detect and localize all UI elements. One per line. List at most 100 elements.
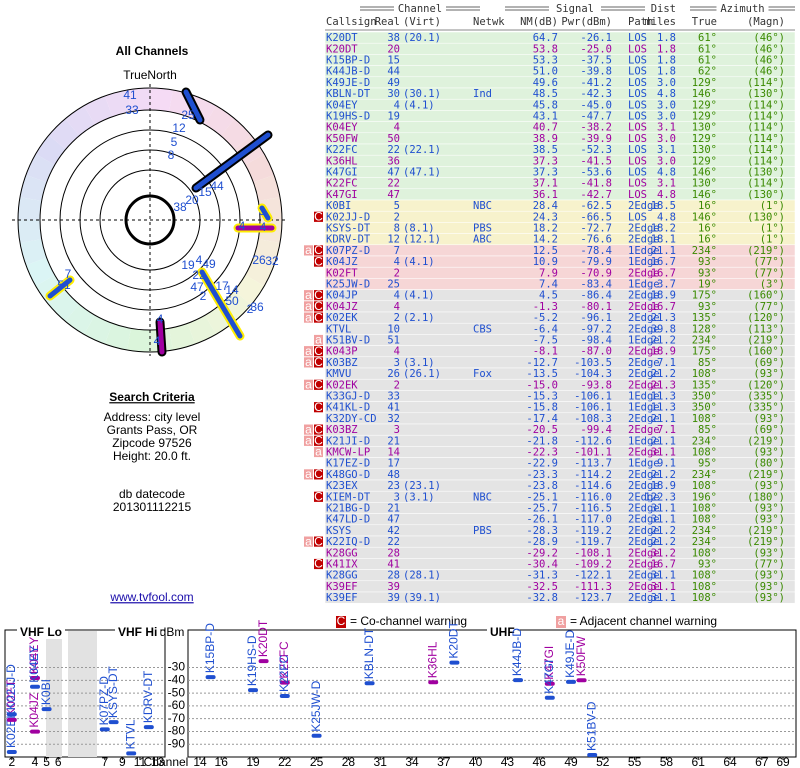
datecode-label: db datecode: [119, 487, 185, 501]
table-cell: 234°: [692, 536, 717, 548]
table-cell: 26: [387, 368, 400, 380]
panel-title: VHF Hi: [118, 625, 157, 639]
warning-icon: [304, 346, 313, 357]
table-cell: 33: [387, 391, 400, 403]
table-cell: 21.2: [651, 335, 676, 347]
table-cell: (130°): [747, 167, 785, 179]
radar-label: 4: [260, 220, 267, 234]
table-cell: -72.7: [580, 223, 612, 235]
table-cell: 1Edge: [628, 458, 660, 470]
table-cell: 3: [394, 424, 400, 436]
table-cell: (93°): [753, 503, 785, 515]
table-cell: -42.7: [580, 189, 612, 201]
warning-symbol: a: [305, 422, 312, 436]
table-cell: -103.5: [574, 357, 612, 369]
warning-icon: [314, 491, 323, 502]
warning-symbol: a: [305, 243, 312, 257]
table-cell: 4.8: [657, 88, 676, 100]
table-cell: (180°): [747, 491, 785, 503]
table-cell: 15: [387, 55, 400, 67]
table-cell: K20DT: [326, 43, 358, 55]
marker-label: K25JW-D: [309, 680, 323, 731]
table-cell: 21.2: [651, 368, 676, 380]
table-cell: -106.1: [574, 402, 612, 414]
table-cell: -26.1: [526, 514, 558, 526]
table-cell: -31.3: [526, 570, 558, 582]
signal-marker: [248, 688, 258, 693]
table-cell: K02EK: [326, 379, 358, 391]
table-cell: 16.7: [651, 256, 676, 268]
table-cell: LOS: [628, 122, 647, 134]
table-cell: 3.0: [657, 77, 676, 89]
warning-symbol: C: [314, 433, 323, 447]
radar-ring-segment: [20, 174, 47, 201]
table-cell: -15.0: [526, 379, 558, 391]
signal-marker: [6, 717, 17, 722]
table-cell: 16°: [698, 234, 717, 246]
warning-icon: [314, 290, 323, 301]
table-cell: -28.9: [526, 536, 558, 548]
table-cell: K47GI: [326, 189, 358, 201]
radar-ring-segment: [253, 174, 280, 201]
x-axis-label: Channel: [144, 755, 189, 768]
warning-symbol: C: [314, 489, 323, 503]
table-cell: 21.2: [651, 536, 676, 548]
warning-symbol: a: [305, 344, 312, 358]
table-cell: 146°: [692, 88, 717, 100]
table-cell: (335°): [747, 391, 785, 403]
x-tick-label: 6: [55, 755, 62, 768]
warning-symbol: C: [314, 344, 323, 358]
table-cell: -25.0: [580, 43, 612, 55]
warning-symbol: C: [314, 534, 323, 548]
table-cell: (93°): [753, 547, 785, 559]
table-cell: 2Edge: [628, 424, 660, 436]
radar-bar: [199, 269, 243, 339]
table-cell: -122.1: [574, 570, 612, 582]
table-cell: 14: [387, 447, 400, 459]
y-tick-label: -70: [168, 711, 186, 725]
table-cell: 5: [394, 200, 400, 212]
table-cell: 2Edge: [628, 223, 660, 235]
table-cell: 93°: [698, 267, 717, 279]
signal-marker: [279, 694, 290, 699]
column-header: True: [692, 16, 717, 28]
table-cell: 37.3: [533, 155, 558, 167]
table-cell: -39.9: [580, 133, 612, 145]
signal-marker: [544, 681, 555, 686]
signal-marker: [544, 695, 555, 700]
warning-icon: [304, 290, 313, 301]
site-link[interactable]: www.tvfool.com: [109, 590, 193, 604]
table-cell: -62.5: [580, 200, 612, 212]
table-cell: 7.4: [539, 279, 558, 291]
table-cell: 25: [387, 279, 400, 291]
table-cell: 108°: [692, 514, 717, 526]
table-cell: LOS: [628, 43, 647, 55]
signal-marker: [279, 680, 290, 685]
table-cell: 28: [387, 547, 400, 559]
table-cell: K04EY: [326, 99, 358, 111]
x-tick-label: 4: [32, 755, 39, 768]
table-cell: 175°: [692, 346, 717, 358]
table-cell: 31.1: [651, 581, 676, 593]
table-cell: 39.8: [651, 323, 676, 335]
table-cell: 130°: [692, 144, 717, 156]
table-cell: -6.4: [533, 323, 558, 335]
table-cell: (1°): [760, 234, 785, 246]
x-tick-label: 37: [437, 755, 451, 768]
table-cell: -109.2: [574, 559, 612, 571]
table-cell: 130°: [692, 122, 717, 134]
table-cell: 51.0: [533, 66, 558, 78]
table-cell: 31.1: [651, 570, 676, 582]
marker-label: K22FC: [277, 641, 291, 679]
marker-label: K02JJ-D: [4, 664, 18, 710]
radar-label: 19: [181, 258, 195, 272]
table-cell: (77°): [753, 256, 785, 268]
warning-symbol: C: [314, 288, 323, 302]
table-cell: 47: [387, 514, 400, 526]
table-cell: 22: [387, 178, 400, 190]
table-cell: -111.3: [574, 581, 612, 593]
marker-label: KBLN-DT: [362, 627, 376, 679]
table-cell: 4: [394, 290, 400, 302]
radar-ring-segment: [84, 315, 113, 344]
